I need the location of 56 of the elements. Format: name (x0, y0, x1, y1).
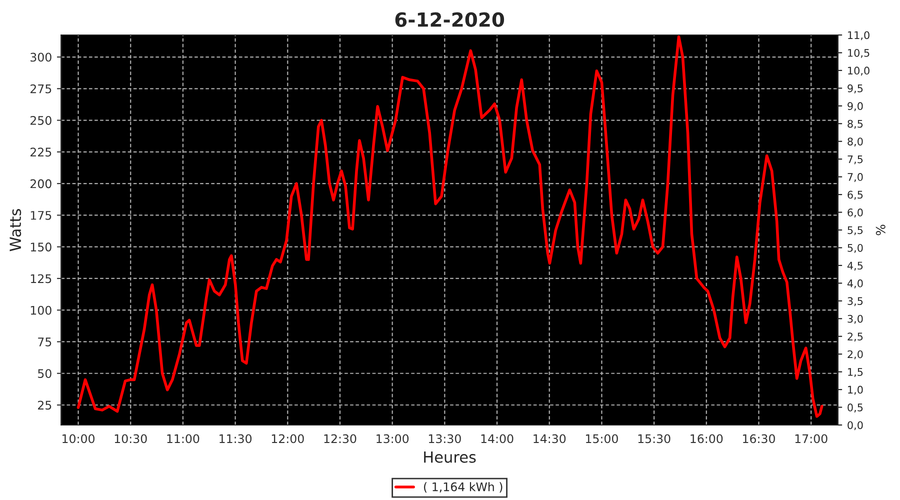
y2-tick-label: 0,0 (848, 421, 863, 430)
y2-tick-label: 1,5 (848, 368, 863, 377)
y-tick-label: 25 (38, 400, 52, 410)
x-tick-label: 17:00 (795, 434, 828, 444)
x-axis-title: Heures (424, 451, 476, 463)
y-tick-label: 275 (30, 84, 52, 94)
x-tick-label: 12:30 (324, 434, 356, 444)
x-tick-label: 11:30 (220, 434, 252, 444)
x-tick-label: 12:00 (272, 434, 304, 444)
y-tick-label: 175 (30, 211, 52, 220)
x-tick-label: 13:00 (376, 434, 409, 444)
y2-tick-label: 6,0 (848, 208, 863, 218)
y2-tick-label: 10,0 (848, 66, 870, 76)
y2-tick-label: 2,0 (848, 350, 863, 360)
x-tick-label: 15:30 (638, 434, 670, 444)
y-tick-label: 300 (30, 52, 52, 62)
y2-tick-label: 9,0 (848, 102, 863, 112)
y2-tick-label: 8,5 (848, 120, 863, 129)
y-tick-label: 150 (30, 242, 52, 252)
legend-label: ( 1,164 kWh ) (424, 482, 502, 493)
x-tick-label: 14:30 (534, 434, 566, 444)
chart-title: 6-12-2020 (395, 12, 504, 27)
y-axis-title: Watts (10, 209, 22, 252)
line-series (76, 35, 824, 418)
y2-tick-label: 5,0 (848, 244, 863, 253)
y-tick-label: 100 (30, 306, 52, 315)
x-tick-label: 15:00 (586, 434, 618, 444)
y2-tick-label: 10,5 (848, 48, 870, 58)
y2-tick-label: 3,5 (848, 297, 863, 306)
y-tick-label: 200 (30, 179, 52, 188)
y-tick-label: 225 (30, 148, 52, 157)
x-tick-label: 10:00 (62, 434, 94, 444)
y2-tick-label: 4,0 (847, 279, 863, 288)
y-tick-label: 250 (30, 116, 52, 125)
y-tick-label: 50 (38, 369, 52, 378)
x-tick-label: 14:00 (481, 434, 514, 444)
y2-tick-label: 2,5 (848, 332, 863, 342)
x-tick-label: 10:30 (114, 434, 147, 444)
y2-tick-label: 0,5 (848, 404, 863, 412)
x-tick-label: 11:00 (167, 434, 200, 444)
y2-tick-label: 7,5 (848, 155, 863, 164)
y2-tick-label: 6,5 (848, 190, 863, 200)
y-tick-label: 125 (30, 274, 52, 284)
x-tick-label: 13:30 (428, 434, 461, 444)
y2-tick-label: 11,0 (848, 31, 870, 40)
y2-tick-label: 4,5 (847, 262, 863, 271)
y2-tick-label: 8,0 (848, 138, 863, 147)
x-tick-label: 16:30 (743, 434, 775, 444)
y2-tick-label: 7,0 (848, 173, 863, 182)
y2-tick-label: 9,5 (848, 84, 863, 94)
y2-axis-title: % (876, 224, 886, 236)
y2-tick-label: 3,0 (848, 314, 863, 324)
y2-tick-label: 5,5 (848, 226, 863, 236)
x-tick-label: 16:00 (690, 434, 723, 444)
y2-tick-label: 1,0 (848, 386, 863, 395)
y-tick-label: 75 (38, 338, 52, 346)
